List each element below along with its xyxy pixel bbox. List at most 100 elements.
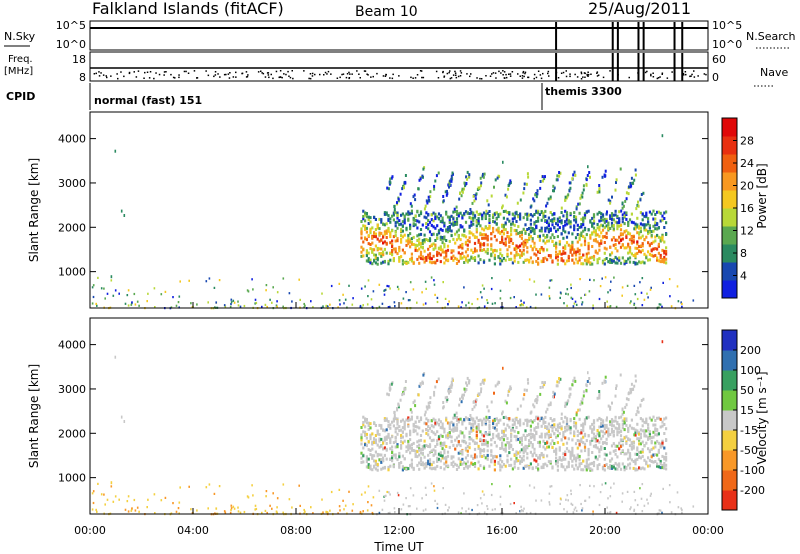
power-cell	[513, 259, 516, 263]
power-cell	[652, 254, 655, 258]
velocity-cell	[627, 457, 630, 461]
velocity-cell	[604, 375, 607, 379]
power-cell	[569, 250, 572, 254]
power-cell	[482, 242, 486, 246]
velocity-cell	[310, 506, 312, 509]
power-cell	[551, 223, 554, 227]
power-cell	[428, 256, 432, 260]
velocity-cell	[599, 491, 602, 494]
velocity-cell	[498, 381, 501, 385]
velocity-cell	[565, 447, 569, 451]
power-cell	[409, 238, 412, 242]
velocity-cell	[400, 419, 403, 423]
power-cell	[537, 211, 540, 215]
power-cell	[619, 261, 623, 265]
nave-dot	[565, 70, 567, 72]
power-cell	[571, 245, 574, 249]
power-cell	[481, 217, 484, 221]
velocity-cell	[603, 379, 606, 383]
power-cell	[490, 232, 493, 236]
velocity-cell	[618, 416, 621, 420]
power-cell	[573, 211, 576, 215]
velocity-cell	[533, 486, 536, 489]
velocity-cell	[367, 501, 369, 504]
velocity-cell	[175, 510, 178, 513]
velocity-cell	[540, 435, 543, 439]
velocity-cell	[441, 425, 444, 429]
power-cell	[565, 241, 569, 245]
velocity-cell	[493, 463, 496, 467]
power-cell	[606, 305, 609, 308]
velocity-cell	[513, 460, 516, 464]
colorbar-tick-label: 12	[740, 225, 754, 238]
velocity-cell	[661, 340, 664, 344]
power-cell	[659, 260, 662, 264]
power-cell	[627, 251, 630, 255]
power-cell	[535, 293, 537, 296]
power-cell	[539, 180, 542, 183]
velocity-cell	[650, 436, 653, 440]
power-cell	[618, 256, 621, 260]
power-cell	[400, 213, 403, 217]
power-cell	[515, 229, 518, 233]
freq-unit: [MHz]	[4, 66, 33, 77]
velocity-cell	[427, 433, 430, 437]
power-cell	[638, 226, 641, 230]
power-cell	[482, 211, 486, 215]
velocity-cell	[648, 464, 651, 468]
velocity-cell	[329, 509, 331, 512]
velocity-cell	[537, 425, 540, 429]
power-cell	[470, 223, 473, 227]
power-cell	[146, 300, 148, 303]
x-axis-ticks: 00:00 04:00 08:00 12:00 16:00 20:00 00:00	[74, 302, 724, 537]
velocity-cell	[394, 427, 397, 431]
power-cell	[486, 243, 489, 247]
power-cell	[571, 297, 574, 300]
power-cell	[466, 239, 469, 242]
power-cell	[254, 302, 256, 305]
velocity-cell	[621, 426, 624, 430]
power-cell	[508, 219, 511, 223]
nave-dot	[446, 72, 449, 75]
power-cell	[592, 304, 594, 307]
velocity-cell	[394, 453, 397, 457]
velocity-cell	[638, 442, 641, 446]
power-cell	[523, 182, 526, 186]
velocity-cell	[659, 445, 662, 449]
power-cell	[529, 305, 532, 309]
power-cell	[574, 215, 578, 219]
nave-dot	[100, 72, 102, 74]
velocity-cell	[391, 449, 394, 453]
velocity-cell	[425, 444, 428, 447]
power-cell	[497, 230, 500, 234]
power-cell	[191, 306, 194, 309]
velocity-cell	[407, 439, 410, 443]
power-cell	[587, 228, 590, 232]
velocity-cell	[634, 452, 637, 456]
power-cell	[665, 261, 668, 265]
velocity-cell	[470, 429, 473, 433]
power-cell	[443, 235, 446, 239]
velocity-cell	[400, 461, 403, 465]
power-cell	[486, 238, 489, 242]
velocity-cell	[472, 417, 475, 421]
nave-dot	[652, 72, 654, 74]
velocity-cell	[574, 506, 577, 509]
power-cell	[479, 245, 482, 249]
velocity-cell	[540, 432, 543, 436]
power-cell	[643, 225, 646, 229]
power-cell	[412, 224, 415, 228]
power-cell	[537, 216, 540, 220]
velocity-cell	[565, 498, 567, 501]
velocity-cell	[553, 423, 556, 427]
velocity-cell	[455, 426, 459, 430]
velocity-cell	[609, 464, 612, 468]
power-cell	[603, 262, 606, 266]
velocity-cell	[468, 464, 471, 468]
velocity-cell	[468, 446, 471, 450]
power-cell	[531, 239, 534, 243]
nave-dot	[469, 75, 471, 78]
power-cell	[630, 184, 633, 188]
power-cell	[665, 246, 668, 250]
velocity-cell	[578, 464, 581, 468]
